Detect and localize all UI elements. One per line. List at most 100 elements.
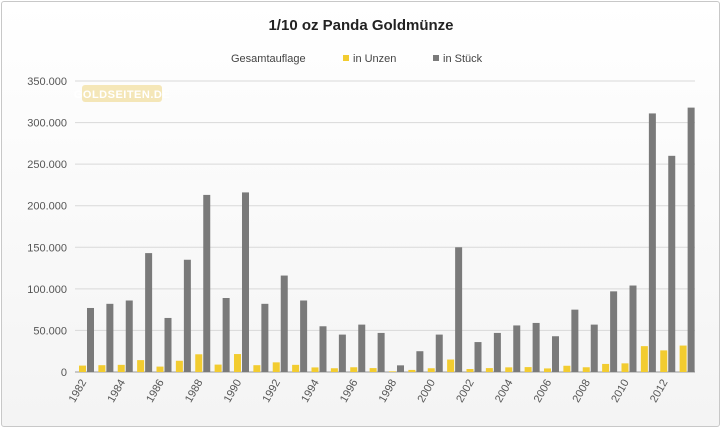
y-tick-label: 100.000 — [27, 284, 67, 296]
x-tick-label: 1988 — [183, 378, 206, 405]
bar-stueck — [300, 300, 308, 372]
bar-stueck — [455, 247, 463, 372]
y-tick-label: 0 — [61, 367, 67, 379]
bar-unzen — [447, 359, 455, 372]
bar-stueck — [183, 259, 191, 372]
bar-stueck — [532, 322, 540, 372]
bar-unzen — [137, 360, 145, 372]
x-tick-label: 2012 — [648, 378, 671, 405]
watermark-logo: GOLDSEITEN.DE — [74, 85, 170, 102]
bar-unzen — [582, 367, 590, 372]
bar-stueck — [319, 326, 327, 372]
bar-stueck — [435, 334, 443, 372]
bar-unzen — [369, 368, 377, 372]
bar-unzen — [311, 367, 319, 372]
bars — [79, 107, 695, 372]
bar-unzen — [98, 365, 106, 372]
x-tick-label: 1982 — [67, 378, 90, 405]
bar-stueck — [629, 285, 637, 372]
x-tick-label: 1986 — [144, 378, 167, 405]
x-axis: 1982 1984 1986 1988 1990 1992 1994 1996 1998 2000… — [67, 378, 671, 405]
watermark-text: GOLDSEITEN.DE — [74, 89, 170, 101]
y-tick-label: 200.000 — [27, 201, 67, 213]
bar-unzen — [660, 350, 668, 372]
bar-unzen — [156, 366, 164, 372]
bar-unzen — [466, 369, 474, 372]
bar-unzen — [563, 365, 571, 372]
bar-unzen — [272, 362, 280, 372]
x-tick-label: 2002 — [454, 378, 477, 405]
x-tick-label: 2010 — [609, 378, 632, 405]
legend-swatch-2 — [433, 55, 439, 61]
bar-unzen — [195, 354, 203, 372]
x-tick-label: 1996 — [338, 378, 361, 405]
bar-stueck — [397, 365, 404, 372]
bar-stueck — [145, 253, 153, 372]
bar-stueck — [610, 291, 618, 372]
chart-title: 1/10 oz Panda Goldmünze — [268, 17, 453, 34]
x-tick-label: 2008 — [570, 378, 593, 405]
bar-stueck — [87, 307, 94, 372]
bar-stueck — [648, 113, 656, 372]
bar-unzen — [292, 364, 300, 372]
bar-stueck — [668, 155, 676, 372]
bar-unzen — [524, 367, 532, 372]
x-tick-label: 1994 — [299, 378, 322, 405]
bar-stueck — [261, 303, 269, 372]
bar-unzen — [389, 371, 396, 372]
bar-stueck — [338, 334, 346, 372]
x-tick-label: 1984 — [105, 378, 128, 405]
bar-unzen — [427, 368, 435, 372]
x-tick-label: 1998 — [377, 378, 400, 405]
y-tick-label: 150.000 — [27, 242, 67, 254]
bar-stueck — [203, 194, 211, 372]
bar-stueck — [493, 332, 501, 372]
bar-stueck — [590, 324, 598, 372]
legend-swatch-1 — [343, 55, 349, 61]
x-tick-label: 2006 — [532, 378, 555, 405]
legend-label-2: in Stück — [443, 53, 483, 65]
y-tick-label: 300.000 — [27, 118, 67, 130]
bar-unzen — [602, 363, 610, 372]
legend-label-1: in Unzen — [353, 53, 396, 65]
bar-stueck — [571, 309, 579, 372]
bar-stueck — [164, 317, 172, 372]
y-tick-label: 50.000 — [33, 325, 67, 337]
x-tick-label: 2004 — [493, 378, 516, 405]
bar-unzen — [234, 354, 241, 372]
bar-stueck — [222, 298, 230, 372]
y-tick-label: 350.000 — [27, 76, 67, 88]
x-tick-label: 1992 — [260, 378, 283, 405]
watermark-badge — [82, 85, 162, 102]
bar-unzen — [505, 367, 513, 372]
bar-unzen — [253, 365, 261, 372]
bar-stueck — [687, 107, 695, 372]
bar-stueck — [416, 351, 424, 372]
bar-unzen — [214, 364, 222, 372]
bar-stueck — [125, 300, 133, 372]
bar-unzen — [544, 368, 551, 372]
legend: Gesamtauflage in Unzen in Stück — [231, 53, 483, 65]
bar-unzen — [621, 363, 629, 372]
bar-unzen — [79, 365, 86, 372]
bar-unzen — [175, 360, 183, 372]
bar-stueck — [474, 342, 482, 372]
bar-stueck — [552, 336, 559, 372]
bar-stueck — [377, 332, 385, 372]
bar-unzen — [640, 346, 648, 372]
bar-unzen — [330, 368, 338, 372]
bar-stueck — [106, 303, 114, 372]
x-tick-label: 1990 — [222, 378, 245, 405]
bar-unzen — [679, 345, 687, 372]
bar-stueck — [242, 192, 249, 372]
bar-unzen — [485, 368, 493, 372]
y-tick-label: 250.000 — [27, 159, 67, 171]
bar-unzen — [408, 369, 416, 372]
bar-stueck — [513, 325, 521, 372]
bar-stueck — [358, 324, 366, 372]
x-tick-label: 2000 — [415, 378, 438, 405]
bar-stueck — [280, 275, 288, 372]
y-axis: 0 50.000 100.000 150.000 200.000 250.000 300.0… — [27, 76, 67, 379]
legend-label-0: Gesamtauflage — [231, 53, 306, 65]
